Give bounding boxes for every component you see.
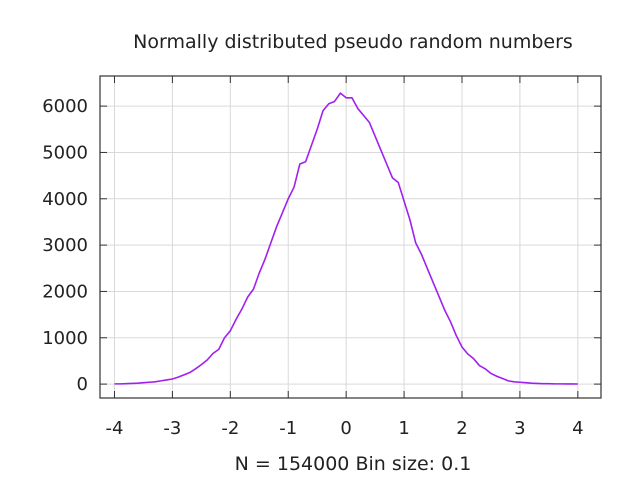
y-tick-label: 0: [77, 374, 88, 395]
chart-title: Normally distributed pseudo random numbe…: [133, 31, 573, 53]
plot-frame: [99, 75, 602, 399]
x-tick-label: -1: [279, 418, 297, 439]
y-tick-label: 4000: [42, 189, 88, 210]
grid-lines: [100, 76, 601, 398]
x-axis-label: N = 154000 Bin size: 0.1: [235, 453, 472, 475]
x-tick-label: 3: [514, 418, 525, 439]
y-tick-label: 6000: [42, 96, 88, 117]
x-tick-label: -3: [163, 418, 181, 439]
y-tick-label: 2000: [42, 281, 88, 302]
y-tick-label: 3000: [42, 235, 88, 256]
axes: [99, 75, 602, 399]
x-tick-label: 0: [340, 418, 351, 439]
tick-labels: -4 -3 -2 -1 0 1 2 3 4 0 1000 2000 3000 4000 5000 6000: [42, 96, 583, 439]
series-layer: [114, 92, 578, 385]
series-line-0: [114, 92, 578, 385]
x-tick-label: 1: [398, 418, 409, 439]
x-tick-label: 4: [572, 418, 583, 439]
x-tick-label: 2: [456, 418, 467, 439]
y-tick-label: 5000: [42, 142, 88, 163]
x-tick-label: -4: [106, 418, 124, 439]
y-tick-label: 1000: [42, 328, 88, 349]
x-tick-label: -2: [221, 418, 239, 439]
